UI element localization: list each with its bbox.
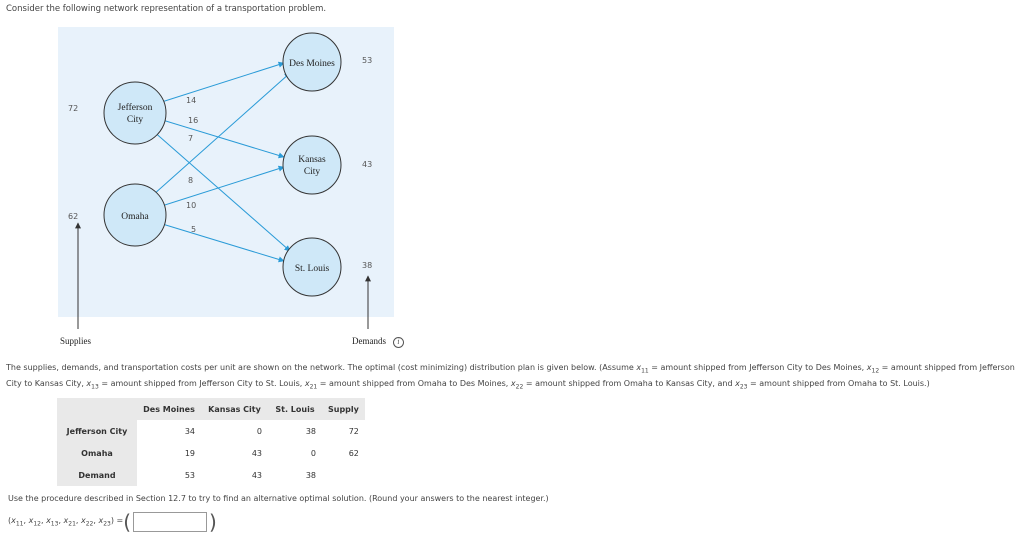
column-header: St. Louis [268,398,322,420]
table-cell: 34 [137,420,201,442]
table-header-row: Des Moines Kansas City St. Louis Supply [57,398,365,420]
node-kansas-city [282,135,342,195]
table-cell: 43 [201,442,268,464]
cost-label: 10 [186,201,196,210]
arc-omaha-stlouis [145,218,285,263]
close-paren: ) [209,510,217,534]
open-paren: ( [123,510,132,534]
cost-label: 16 [188,116,198,125]
table-cell: 62 [322,442,365,464]
cost-label: 8 [188,176,193,185]
table-row: Demand 53 43 38 [57,464,365,486]
distribution-plan-table: Des Moines Kansas City St. Louis Supply … [57,398,365,486]
node-label: Jefferson [118,102,153,113]
intro-text: Consider the following network represent… [6,4,327,14]
table-row: Omaha 19 43 0 62 [57,442,365,464]
row-header: Jefferson City [57,420,137,442]
demand-value: 38 [362,261,372,270]
cost-label: 14 [186,96,196,105]
table-cell [322,464,365,486]
supply-value: 62 [68,212,78,221]
question-text: Use the procedure described in Section 1… [8,494,549,503]
column-header: Supply [322,398,365,420]
row-header: Omaha [57,442,137,464]
node-jefferson-city [103,81,167,145]
figure-background [58,27,394,317]
arc-omaha-kansascity [145,165,285,212]
node-label: Omaha [121,212,149,222]
network-diagram: 14 16 7 8 10 5 Jefferson City Omaha Des … [58,27,394,346]
node-label: City [304,167,321,177]
table-cell: 0 [201,420,268,442]
node-label: Des Moines [289,59,335,69]
arc-omaha-desmoines [143,72,291,204]
arc-jefferson-stlouis [143,122,291,252]
demands-label: Demands [352,336,386,346]
node-label: City [127,115,144,125]
table-cell: 19 [137,442,201,464]
supplies-label: Supplies [60,336,92,346]
table-cell: 38 [268,464,322,486]
table-cell: 53 [137,464,201,486]
info-icon[interactable]: i [393,337,404,348]
table-cell: 43 [201,464,268,486]
arc-jefferson-kansascity [145,114,285,159]
arc-jefferson-desmoines [145,61,285,108]
column-header: Des Moines [137,398,201,420]
cost-label: 5 [191,225,196,234]
demand-value: 43 [362,160,372,169]
table-cell: 72 [322,420,365,442]
node-st-louis [282,237,342,297]
supply-value: 72 [68,104,78,113]
answer-input[interactable] [133,512,208,532]
row-header: Demand [57,464,137,486]
node-omaha [103,183,167,247]
column-header: Kansas City [201,398,268,420]
table-corner-cell [57,398,137,420]
node-label: Kansas [298,155,326,165]
node-label: St. Louis [295,264,330,274]
table-cell: 0 [268,442,322,464]
problem-paragraph: The supplies, demands, and transportatio… [6,363,1015,391]
answer-row: (x11, x12, x13, x21, x22, x23) = ( ) [8,512,217,532]
table-row: Jefferson City 34 0 38 72 [57,420,365,442]
demand-value: 53 [362,56,372,65]
answer-variable-list: (x11, x12, x13, x21, x22, x23) = [8,516,124,528]
table-cell: 38 [268,420,322,442]
cost-label: 7 [188,134,193,143]
node-des-moines [282,32,342,92]
network-figure: 14 16 7 8 10 5 Jefferson City Omaha Des … [58,27,394,347]
